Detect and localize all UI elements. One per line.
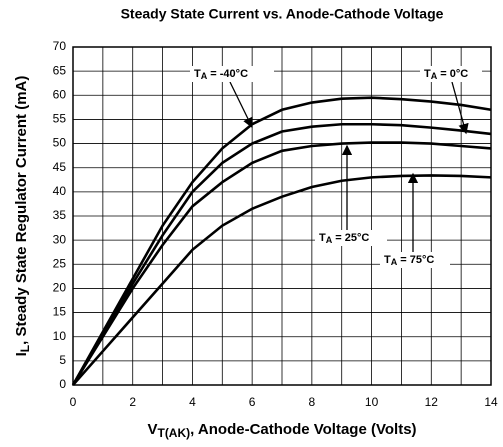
annotation-base: T	[384, 254, 391, 266]
annotation-base: T	[194, 68, 201, 80]
chart-title: Steady State Current vs. Anode-Cathode V…	[121, 6, 444, 22]
y-axis-label-rest: , Steady State Regulator Current (mA)	[13, 76, 30, 345]
annotation-box	[315, 230, 387, 246]
annotation-sub: A	[201, 71, 208, 81]
x-axis-label-rest: , Anode-Cathode Voltage (Volts)	[190, 421, 416, 438]
y-tick-label: 10	[53, 329, 67, 343]
x-tick-label: 10	[365, 395, 379, 409]
series-line	[72, 174, 492, 386]
y-axis-label-sub: L	[18, 345, 32, 352]
annotation: TA = 75°C	[384, 254, 434, 267]
y-tick-label: 25	[53, 256, 67, 270]
y-tick-label: 40	[53, 184, 67, 198]
series-line	[71, 96, 492, 386]
annotation: TA = -40°C	[194, 68, 248, 81]
annotation-box	[420, 66, 482, 82]
annotation-sub: A	[326, 235, 333, 245]
x-tick-label: 14	[484, 395, 498, 409]
annotation-sub: A	[391, 257, 398, 267]
plot-frame	[72, 46, 492, 386]
annotation-arrow	[451, 81, 469, 135]
y-tick-label: 65	[53, 63, 67, 77]
x-tick-label: 2	[129, 395, 136, 409]
y-tick-label: 70	[53, 39, 67, 53]
series-line	[71, 141, 492, 386]
x-axis-label: VT(AK), Anode-Cathode Voltage (Volts)	[147, 421, 416, 440]
x-axis-label-sub: T(AK)	[157, 426, 190, 440]
y-tick-label: 0	[59, 377, 66, 391]
annotation-box	[190, 66, 274, 82]
annotation-text: = -40°C	[207, 68, 248, 80]
x-tick-label: 6	[249, 395, 256, 409]
y-tick-label: 35	[53, 208, 67, 222]
annotation-base: T	[424, 68, 431, 80]
annotation-box	[380, 252, 450, 268]
y-tick-label: 55	[53, 112, 67, 126]
y-tick-label: 30	[53, 232, 67, 246]
y-tick-label: 50	[53, 136, 67, 150]
x-tick-label: 8	[309, 395, 316, 409]
y-axis-label-base: I	[13, 352, 30, 356]
annotation-text: = 25°C	[332, 232, 369, 244]
annotation-sub: A	[431, 71, 438, 81]
y-axis-label: IL, Steady State Regulator Current (mA)	[13, 76, 32, 357]
annotation: TA = 25°C	[319, 232, 369, 245]
annotation-arrow	[229, 81, 253, 129]
series-line	[71, 122, 492, 386]
y-tick-label: 45	[53, 160, 67, 174]
y-tick-label: 20	[53, 281, 67, 295]
annotation: TA = 0°C	[424, 68, 468, 81]
x-axis-label-base: V	[147, 421, 157, 438]
y-tick-label: 60	[53, 87, 67, 101]
x-tick-label: 0	[70, 395, 77, 409]
y-tick-label: 15	[53, 305, 67, 319]
x-tick-label: 4	[189, 395, 196, 409]
annotation-base: T	[319, 232, 326, 244]
x-tick-label: 12	[425, 395, 439, 409]
annotation-text: = 75°C	[397, 254, 434, 266]
y-tick-label: 5	[59, 353, 66, 367]
annotation-text: = 0°C	[437, 68, 468, 80]
